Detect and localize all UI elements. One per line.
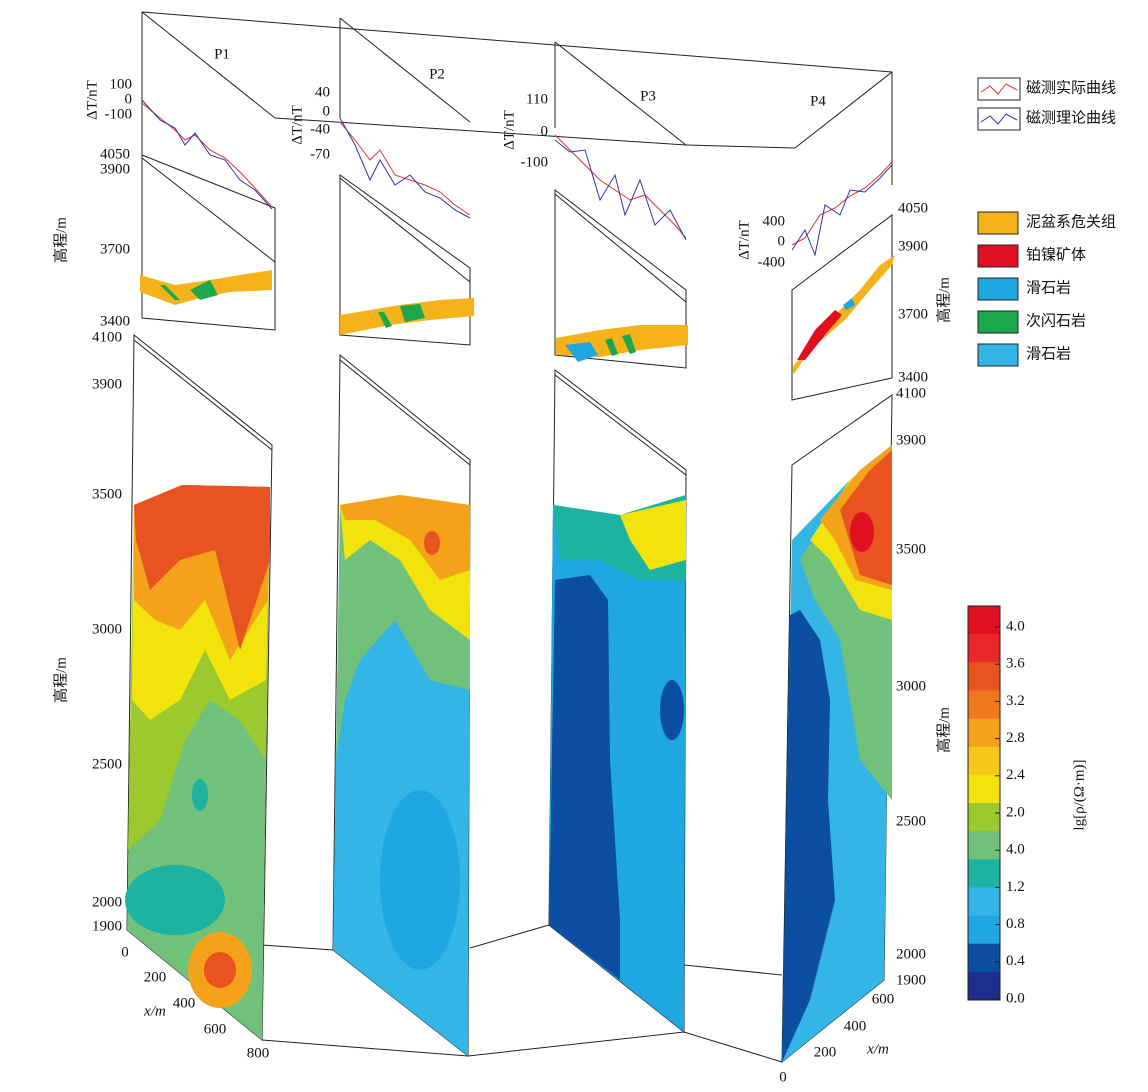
colorbar-band [968,859,1000,888]
geology-tick-label: 3400 [898,369,928,385]
legend-label: 磁测理论曲线 [1026,109,1116,126]
mag-tick-label: 100 [110,76,133,92]
colorbar-band [968,915,1000,945]
mag-tick-label: 400 [763,213,786,229]
colorbar-band [968,690,1000,720]
mag-tick-label: -100 [521,154,549,170]
mag-tick-label: -40 [310,121,330,137]
profile-label: P3 [640,88,656,104]
profile-label: P1 [214,46,230,62]
legend-label: 铂镍矿体 [1026,245,1086,263]
x-tick-label: 400 [173,995,196,1011]
legend-label: 滑石岩 [1026,279,1071,296]
mag-tick-label: -400 [758,254,786,270]
colorbar-tick-label: 3.2 [1006,693,1025,709]
colorbar-tick-label: 0.8 [1006,916,1025,932]
resistivity-tick-label: 3500 [896,541,926,557]
colorbar-tick-label: 1.2 [1006,879,1025,895]
legend-label: 次闪石岩 [1026,312,1086,329]
colorbar-band [968,887,1000,917]
resistivity-sections [125,445,892,1062]
resistivity-tick-label: 4100 [896,385,926,401]
colorbar-label: lg[ρ/(Ω·m)] [1071,759,1087,830]
legend-label: 磁测实际曲线 [1026,79,1116,96]
resistivity-tick-label: 4100 [92,329,122,345]
x-tick-label: 600 [872,991,895,1007]
mag-axis-label: ΔT/nT [736,220,752,260]
mag-axis-label: ΔT/nT [289,105,305,145]
resistivity-tick-label: 2500 [92,756,122,772]
colorbar-tick-label: 2.4 [1006,767,1025,783]
x-tick-label: 800 [247,1045,270,1061]
resistivity-tick-label: 2500 [896,813,926,829]
mag-tick-label: 0 [778,233,786,249]
resistivity-tick-label: 3000 [92,621,122,637]
geology-tick-label: 3700 [100,241,130,257]
elevation-label: 高程/m [935,707,952,753]
colorbar-band [968,971,1000,1001]
colorbar-tick-label: 2.0 [1006,804,1025,820]
legend-label: 泥盆系危关组 [1026,213,1116,230]
geology-sections [140,255,895,374]
colorbar-band [968,746,1000,776]
x-tick-label: 200 [814,1044,837,1060]
resistivity-tick-label: 1900 [92,918,122,934]
mag-tick-label: 110 [526,91,548,107]
x-tick-label: 0 [779,1069,787,1085]
mag-axis-label: ΔT/nT [84,80,100,120]
mag-tick-label: -70 [310,146,330,162]
profile-label: P4 [810,93,826,109]
geology-tick-label: 3700 [898,306,928,322]
colorbar-tick-label: 4.0 [1006,842,1025,858]
resistivity-tick-label: 3900 [92,376,122,392]
resistivity-tick-label: 3900 [896,432,926,448]
legend-label: 滑石岩 [1026,345,1071,362]
x-axis-label: x/m [143,1003,166,1019]
mag-tick-label: 0 [125,91,133,107]
mag-tick-label: 0 [323,103,331,119]
colorbar-band [968,943,1000,973]
resistivity-tick-label: 3000 [896,678,926,694]
x-tick-label: 400 [844,1018,867,1034]
colorbar-band [968,662,1000,691]
geology-tick-label: 3900 [100,161,130,177]
geology-tick-label: 3400 [100,313,130,329]
colorbar-tick-label: 2.8 [1006,730,1025,746]
elevation-label: 高程/m [52,217,69,263]
mag-tick-label: -100 [105,106,133,122]
colorbar-band [968,606,1000,635]
colorbar-band [968,831,1000,860]
colorbar-band [968,718,1000,748]
x-tick-label: 600 [204,1021,227,1037]
resistivity-tick-label: 1900 [896,972,926,988]
colorbar [967,605,1001,1001]
colorbar-tick-label: 3.6 [1006,656,1025,672]
resistivity-tick-label: 2000 [896,946,926,962]
colorbar-tick-label: 0.0 [1006,990,1025,1006]
elevation-label: 高程/m [935,277,952,323]
mag-tick-label: 40 [315,84,330,100]
geology-tick-label: 4050 [898,200,928,216]
magnetic-curves [141,99,893,257]
x-axis-label: x/m [866,1041,889,1057]
geology-tick-label: 4050 [100,146,130,162]
resistivity-tick-label: 3500 [92,486,122,502]
colorbar-band [968,634,1000,663]
colorbar-band [968,803,1000,832]
legend-symbols [977,77,1021,367]
colorbar-tick-label: 0.4 [1006,953,1025,969]
geology-tick-label: 3900 [898,238,928,254]
x-tick-label: 0 [121,944,129,960]
colorbar-tick-label: 4.0 [1006,618,1025,634]
elevation-label: 高程/m [52,657,69,703]
mag-tick-label: 0 [541,123,549,139]
mag-axis-label: ΔT/nT [501,110,517,150]
x-tick-label: 200 [144,969,167,985]
colorbar-band [968,774,1000,804]
resistivity-tick-label: 2000 [92,894,122,910]
colorbar-frame [967,605,1001,1001]
profile-label: P2 [429,66,445,82]
